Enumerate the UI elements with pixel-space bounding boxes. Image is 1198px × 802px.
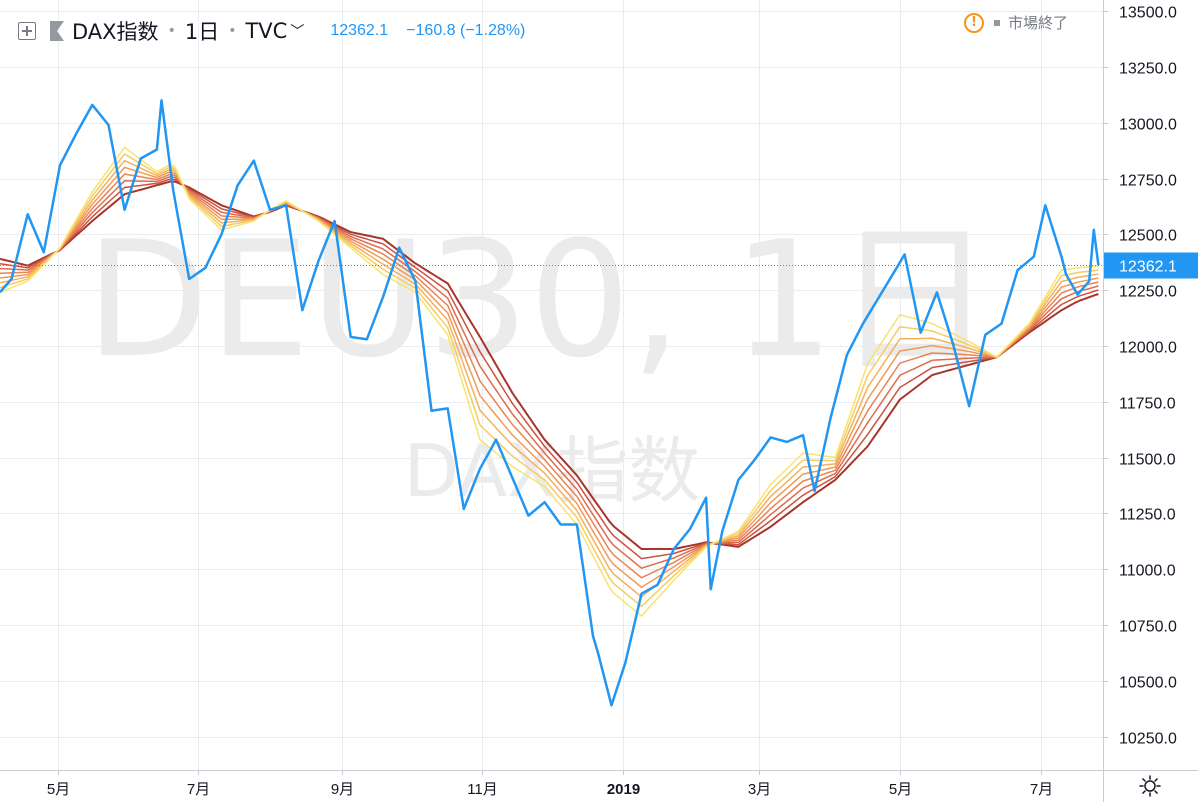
flag-icon[interactable]: [50, 21, 64, 41]
legend-values: 12362.1 −160.8 (−1.28%): [330, 22, 525, 40]
price-axis[interactable]: 10250.0 10500.0 10750.0 11000.0 11250.0 11500…: [1103, 0, 1177, 802]
market-status[interactable]: ! 市場終了: [964, 12, 1068, 33]
ma-ribbon-line: [0, 146, 1099, 618]
watermark-description: DAX指数: [404, 429, 701, 513]
price-tick-label: 11000.0: [1119, 563, 1176, 580]
price-tick-label: 10250.0: [1119, 731, 1177, 748]
price-tick-label: 12500.0: [1119, 228, 1177, 245]
last-price-badge-label: 12362.1: [1119, 259, 1177, 276]
chevron-down-icon[interactable]: ﹀: [290, 24, 305, 40]
interval-label[interactable]: 1日: [184, 20, 220, 44]
separator-dot: •: [167, 23, 176, 39]
last-price-badge: [1104, 252, 1198, 279]
price-tick-label: 12250.0: [1119, 284, 1177, 301]
time-tick-label: 9月: [331, 781, 354, 798]
ma-ribbon: [0, 146, 1099, 618]
time-tick-label: 5月: [889, 781, 912, 798]
price-tick-label: 13500.0: [1119, 5, 1177, 22]
plus-square-icon[interactable]: [18, 22, 36, 40]
price-series: [0, 99, 1100, 707]
price-tick-label: 12000.0: [1119, 340, 1177, 357]
time-tick-label: 3月: [748, 781, 771, 798]
exchange-label[interactable]: TVC: [245, 19, 288, 43]
time-axis[interactable]: 5月 7月 9月 11月 2019 3月 5月 7月: [0, 770, 1198, 798]
warning-circle-icon[interactable]: !: [964, 12, 984, 33]
status-square-icon: [994, 19, 1000, 26]
time-tick-label: 11月: [467, 781, 498, 798]
symbol-name[interactable]: DAX指数: [72, 20, 159, 44]
watermark-symbol: DEU30, 1日: [86, 206, 995, 393]
price-tick-label: 13000.0: [1119, 117, 1177, 134]
price-tick-label: 13250.0: [1119, 61, 1177, 78]
change-value: −160.8 (−1.28%): [406, 22, 526, 39]
price-tick-label: 11250.0: [1119, 507, 1176, 524]
price-line: [0, 99, 1100, 707]
last-price-line: 12362.1: [0, 252, 1198, 279]
chart-watermark: DEU30, 1日 DAX指数: [86, 206, 995, 513]
time-tick-label: 2019: [607, 781, 640, 798]
price-tick-label: 11750.0: [1119, 396, 1176, 413]
price-tick-label: 10750.0: [1119, 619, 1177, 636]
price-tick-label: 12750.0: [1119, 173, 1177, 190]
time-tick-label: 7月: [187, 781, 210, 798]
price-tick-label: 11500.0: [1119, 452, 1176, 469]
market-status-label: 市場終了: [1008, 14, 1069, 32]
chart-legend: DAX指数 • 1日 • TVC ﹀ 12362.1 −160.8 (−1.28%…: [18, 16, 525, 46]
time-tick-label: 5月: [47, 781, 70, 798]
price-tick-label: 10500.0: [1119, 675, 1177, 692]
last-price-value: 12362.1: [330, 22, 389, 39]
separator-dot: •: [228, 23, 237, 39]
gear-icon[interactable]: [1138, 774, 1162, 798]
time-tick-label: 7月: [1030, 781, 1053, 798]
